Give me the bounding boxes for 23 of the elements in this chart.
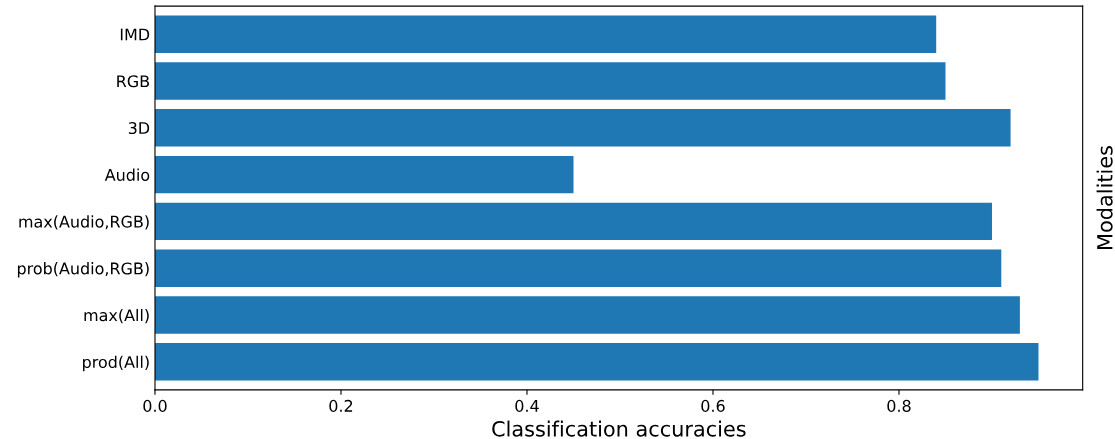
bar (154, 343, 1039, 381)
x-tick-label: 0.6 (701, 399, 725, 412)
bar (154, 62, 946, 100)
y-tick-label: IMD (120, 28, 150, 41)
x-tick-label: 0.0 (143, 399, 167, 412)
y-tick-label: max(All) (84, 308, 149, 324)
bar (154, 296, 1020, 334)
bar (154, 202, 992, 241)
bar (154, 109, 1011, 147)
bar (154, 15, 937, 53)
y-tick-label: Audio (104, 168, 150, 181)
bar (154, 155, 574, 194)
y-tick-label: 3D (128, 122, 150, 135)
x-tick-label: 0.8 (887, 399, 911, 412)
x-tick-label: 0.4 (515, 399, 539, 412)
y-tick-label: RGB (117, 75, 149, 88)
bar (154, 249, 1002, 287)
y-tick-label: max(Audio,RGB) (19, 215, 149, 230)
y-tick-label: prod(All) (83, 355, 149, 372)
y-tick-label: prob(Audio,RGB) (17, 262, 149, 278)
y-axis-title: Modalities (1096, 146, 1113, 249)
x-tick-label: 0.2 (329, 399, 353, 412)
x-axis-title: Classification accuracies (492, 420, 746, 437)
